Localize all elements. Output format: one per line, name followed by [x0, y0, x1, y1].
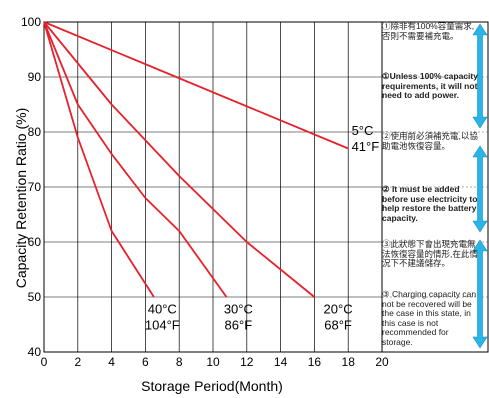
- y-tick-label: 40: [28, 345, 42, 359]
- series-label-temp-c: 40°C: [148, 302, 177, 317]
- x-axis-label: Storage Period(Month): [141, 378, 283, 394]
- series-label-temp-f: 41°F: [352, 139, 380, 154]
- note-3-en: ③ Charging capacity can not be recovered…: [382, 289, 477, 347]
- double-arrow-icon: [472, 23, 488, 129]
- x-tick-label: 6: [142, 355, 149, 369]
- x-tick-label: 0: [41, 355, 48, 369]
- x-tick-label: 4: [108, 355, 115, 369]
- double-arrow-icon: [472, 239, 488, 349]
- y-axis-label: Capacity Retention Ratio (%): [13, 108, 29, 289]
- y-tick-label: 100: [21, 15, 41, 29]
- x-tick-label: 14: [274, 355, 288, 369]
- x-tick-label: 2: [74, 355, 81, 369]
- arrow-layer: [472, 23, 488, 349]
- x-tick-label: 16: [308, 355, 322, 369]
- y-tick-label: 50: [28, 290, 42, 304]
- series-line-0: [43, 21, 349, 150]
- double-arrow-icon: [472, 145, 488, 233]
- x-tick-label: 12: [240, 355, 254, 369]
- series-line-3: [43, 21, 155, 298]
- x-tick-label: 20: [375, 355, 389, 369]
- note-1-zh: ①除非有100%容量需求,否則不需要補充電。: [382, 21, 475, 41]
- x-tick-label: 18: [342, 355, 356, 369]
- series-label-temp-f: 86°F: [225, 318, 253, 333]
- series-label-temp-c: 20°C: [324, 302, 353, 317]
- note-2-en: ② It must be added before use electricit…: [382, 184, 478, 223]
- x-tick-label: 10: [206, 355, 220, 369]
- series-line-2: [43, 21, 228, 298]
- note-3-zh: ③此狀態下會出現充電無法恢復容量的情形,在此情況下不建議儲存。: [382, 239, 478, 269]
- tick-layer: 0 2 4 6 8 10 12 14 16 18 20 40 50 60 70 80 90 100: [21, 15, 389, 369]
- y-tick-label: 60: [28, 235, 42, 249]
- series-label-temp-c: 30°C: [224, 302, 253, 317]
- note-2-zh: ②使用前必須補充電,以協助電池恢復容量。: [382, 131, 478, 151]
- series-label-temp-c: 5°C: [352, 123, 374, 138]
- series-label-temp-f: 104°F: [145, 318, 180, 333]
- x-tick-label: 8: [176, 355, 183, 369]
- note-1-en: ①Unless 100% capacity requirements, it w…: [382, 71, 478, 101]
- series-line-1: [43, 21, 315, 298]
- y-tick-label: 70: [28, 180, 42, 194]
- series-layer: [43, 21, 349, 298]
- notes-panel: ①除非有100%容量需求,否則不需要補充電。 ①Unless 100% capa…: [382, 21, 480, 352]
- y-tick-label: 80: [28, 125, 42, 139]
- y-tick-label: 90: [28, 70, 42, 84]
- series-label-temp-f: 68°F: [324, 318, 352, 333]
